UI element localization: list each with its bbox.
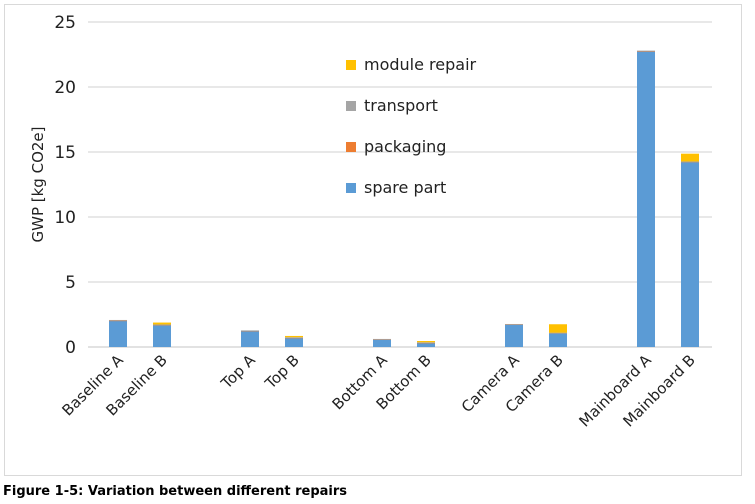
x-tick-label: Top B xyxy=(261,351,303,393)
y-tick-label: 25 xyxy=(54,13,76,33)
bar-spare-part xyxy=(109,320,127,347)
bar-spare-part xyxy=(241,330,259,347)
y-tick-label: 20 xyxy=(54,78,76,98)
legend-swatch xyxy=(346,101,356,111)
legend-swatch xyxy=(346,183,356,193)
y-tick-label: 10 xyxy=(54,208,76,228)
bar-module-repair xyxy=(681,153,699,162)
legend-label: module repair xyxy=(364,55,477,74)
bar-transport xyxy=(505,323,523,325)
figure-caption: Figure 1-5: Variation between different … xyxy=(3,484,348,499)
bar-module-repair xyxy=(549,324,567,333)
bar-spare-part xyxy=(549,332,567,347)
y-tick-label: 5 xyxy=(65,273,76,293)
y-axis-label: GWP [kg CO2e] xyxy=(29,126,47,242)
legend-label: transport xyxy=(364,96,438,115)
bar-module-repair xyxy=(285,335,303,338)
bar-transport xyxy=(109,319,127,321)
chart-frame xyxy=(4,4,742,476)
y-tick-label: 0 xyxy=(65,338,76,358)
bar-transport xyxy=(153,324,171,326)
bar-spare-part xyxy=(285,337,303,347)
bar-spare-part xyxy=(153,324,171,347)
bar-transport xyxy=(549,332,567,334)
legend-label: spare part xyxy=(364,178,446,197)
bar-transport xyxy=(681,161,699,163)
bar-spare-part xyxy=(373,339,391,347)
legend-swatch xyxy=(346,142,356,152)
bar-spare-part xyxy=(681,161,699,347)
legend-label: packaging xyxy=(364,137,446,156)
bar-spare-part xyxy=(637,51,655,347)
x-tick-label: Top A xyxy=(217,351,259,393)
bar-transport xyxy=(285,337,303,339)
bar-module-repair xyxy=(153,322,171,325)
legend-swatch xyxy=(346,60,356,70)
y-tick-label: 15 xyxy=(54,143,76,163)
bar-transport xyxy=(373,338,391,340)
bar-spare-part xyxy=(505,324,523,347)
bar-module-repair xyxy=(417,341,435,343)
bar-transport xyxy=(417,342,435,344)
bar-spare-part xyxy=(417,342,435,347)
bar-transport xyxy=(241,330,259,332)
bar-transport xyxy=(637,50,655,52)
